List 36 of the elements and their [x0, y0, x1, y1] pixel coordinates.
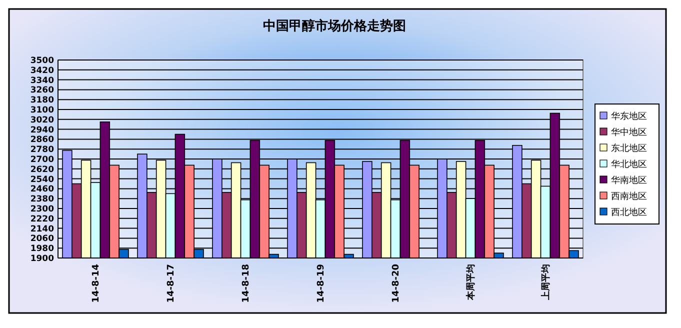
x-tick-label: 14-8-18: [242, 264, 252, 303]
y-tick-label: 3020: [30, 115, 54, 126]
x-tick-label: 14-8-17: [166, 264, 176, 303]
legend-label: 华北地区: [611, 159, 647, 170]
y-tick-label: 2060: [30, 234, 54, 244]
x-tick-label: 14-8-19: [316, 264, 326, 303]
y-tick-label: 1980: [30, 244, 54, 254]
x-tick-label: 本周平均: [466, 264, 476, 301]
legend-label: 华南地区: [611, 175, 647, 186]
y-tick-label: 3180: [30, 96, 54, 106]
legend-label: 东北地区: [611, 143, 647, 154]
legend-label: 西南地区: [611, 191, 647, 202]
y-tick-label: 2140: [30, 224, 54, 234]
y-tick-label: 3500: [30, 56, 54, 66]
x-tick-label: 14-8-14: [92, 264, 102, 303]
y-tick-label: 2780: [30, 145, 54, 156]
y-tick-label: 2940: [30, 125, 54, 136]
y-tick-label: 3260: [30, 86, 54, 96]
y-tick-label: 2860: [30, 135, 54, 146]
x-tick-label: 14-8-20: [392, 264, 402, 303]
legend-label: 华东地区: [611, 111, 647, 122]
legend-label: 西北地区: [611, 207, 647, 218]
y-tick-label: 2620: [30, 164, 54, 175]
legend-label: 华中地区: [611, 127, 647, 138]
chart-title: 中国甲醇市场价格走势图: [263, 18, 406, 34]
y-tick-label: 2300: [30, 204, 54, 214]
y-tick-label: 2380: [30, 194, 54, 205]
y-tick-label: 2460: [30, 184, 54, 195]
y-tick-label: 2220: [30, 214, 54, 224]
y-tick-label: 3420: [30, 66, 54, 76]
y-tick-label: 3340: [30, 76, 54, 86]
y-tick-label: 2700: [30, 155, 54, 165]
y-tick-label: 2540: [30, 174, 54, 185]
y-tick-label: 3100: [30, 106, 54, 116]
x-tick-label: 上周平均: [540, 264, 552, 301]
y-tick-label: 1900: [30, 254, 54, 264]
